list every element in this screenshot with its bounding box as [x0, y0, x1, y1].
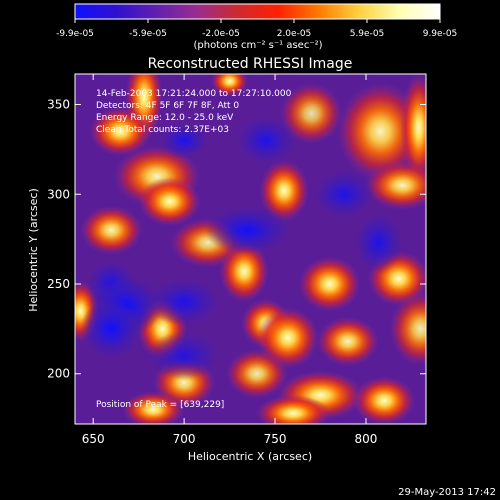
- negative-blob: [313, 169, 376, 219]
- colorbar: [75, 4, 440, 19]
- y-tick-label: 250: [47, 277, 70, 291]
- colorbar-tick-label: 2.0e-05: [277, 29, 312, 39]
- y-tick-label: 350: [47, 98, 70, 112]
- negative-blob: [147, 277, 222, 327]
- emission-blob: [400, 74, 426, 183]
- negative-blob: [235, 116, 297, 165]
- colorbar-tick-label: 5.9e-05: [350, 29, 385, 39]
- colorbar-tick-label: -9.9e-05: [56, 29, 94, 39]
- negative-blob: [159, 122, 209, 159]
- emission-blob: [365, 160, 426, 210]
- emission-blob: [89, 107, 152, 156]
- annotation-energy-range: Energy Range: 12.0 - 25.0 keV: [96, 113, 234, 123]
- emission-blob: [389, 292, 426, 366]
- emission-blob: [298, 256, 361, 312]
- annotation-detectors: Detectors: 4F 5F 6F 7F 8F, Att 0: [96, 101, 239, 111]
- plot-frame: [74, 73, 427, 425]
- emission-blob: [122, 391, 185, 424]
- emission-blob: [280, 82, 343, 144]
- emission-blob: [219, 240, 269, 302]
- x-tick-label: 750: [264, 432, 287, 446]
- x-tick-label: 650: [82, 432, 105, 446]
- negative-blob: [147, 331, 222, 381]
- annotation-clean-counts: Clean Total counts: 2.37E+03: [96, 125, 229, 135]
- y-tick-label: 200: [47, 367, 70, 381]
- emission-blob: [256, 394, 331, 424]
- colorbar-frame: [74, 3, 441, 20]
- chart-title: Reconstructed RHESSI Image: [148, 56, 353, 72]
- x-axis-label: Heliocentric X (arcsec): [188, 450, 312, 463]
- emission-blob: [80, 205, 143, 255]
- y-axis-label: Heliocentric Y (arcsec): [27, 188, 40, 312]
- colorbar-tick-label: -2.0e-05: [202, 29, 240, 39]
- emission-blob: [259, 160, 309, 222]
- emission-blob: [316, 317, 379, 366]
- axis-ticks: 650 700 750 800 200 250 300 350: [47, 74, 426, 446]
- emission-blob: [138, 177, 201, 226]
- emission-blob: [211, 74, 249, 97]
- colorbar-tick-label: 9.9e-05: [423, 29, 458, 39]
- heatmap-image: [75, 74, 426, 424]
- y-tick-label: 300: [47, 187, 70, 201]
- negative-blob: [80, 298, 143, 360]
- annotation-time-range: 14-Feb-2003 17:21:24.000 to 17:27:10.000: [96, 89, 292, 99]
- negative-blob: [204, 205, 292, 255]
- colorbar-units-label: (photons cm⁻² s⁻¹ asec⁻²): [193, 40, 322, 51]
- emission-blob: [225, 349, 288, 399]
- negative-blob: [353, 212, 404, 274]
- annotation-peak-position: Position of Peak = [639,229]: [96, 400, 224, 410]
- x-tick-label: 700: [173, 432, 196, 446]
- footer-timestamp: 29-May-2013 17:42: [398, 487, 496, 498]
- colorbar-ticks: -9.9e-05 -5.9e-05 -2.0e-05 2.0e-05 5.9e-05 9.…: [56, 19, 457, 39]
- emission-blob: [353, 376, 416, 424]
- x-tick-label: 800: [355, 432, 378, 446]
- colorbar-tick-label: -5.9e-05: [129, 29, 167, 39]
